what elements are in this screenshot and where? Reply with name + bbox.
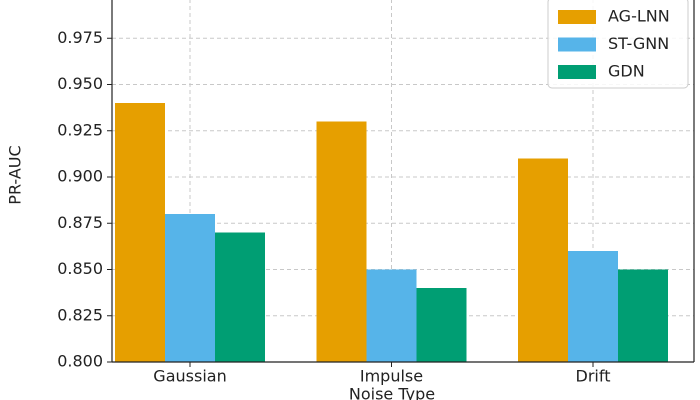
bars (115, 103, 668, 362)
y-tick-label: 0.875 (57, 213, 103, 232)
legend-label: GDN (608, 62, 645, 81)
legend-label: ST-GNN (608, 34, 669, 53)
y-axis-label: PR-AUC (6, 145, 25, 204)
legend-swatch (558, 65, 596, 79)
bar (518, 158, 568, 362)
y-tick-label: 0.925 (57, 120, 103, 139)
legend-swatch (558, 37, 596, 52)
x-tick-label: Drift (576, 367, 611, 386)
legend-label: AG-LNN (608, 7, 670, 26)
y-tick-label: 0.800 (57, 352, 103, 371)
bar (618, 269, 668, 362)
legend-swatch (558, 10, 596, 24)
y-tick-label: 0.900 (57, 167, 103, 186)
y-tick-label: 0.850 (57, 259, 103, 278)
bar (115, 103, 165, 362)
legend: AG-LNN ST-GNN GDN (547, 0, 689, 89)
bar (316, 121, 367, 362)
bar (165, 214, 215, 362)
x-tick-label: Gaussian (153, 367, 226, 386)
y-tick-label: 0.975 (57, 28, 103, 47)
x-tick-label: Impulse (360, 367, 423, 386)
x-axis-label: Noise Type (349, 385, 435, 400)
bar (568, 251, 618, 362)
y-tick-label: 0.825 (57, 305, 103, 324)
y-tick-label: 0.950 (57, 74, 103, 93)
bar (215, 232, 265, 362)
bar (416, 288, 467, 362)
bar (366, 269, 417, 362)
